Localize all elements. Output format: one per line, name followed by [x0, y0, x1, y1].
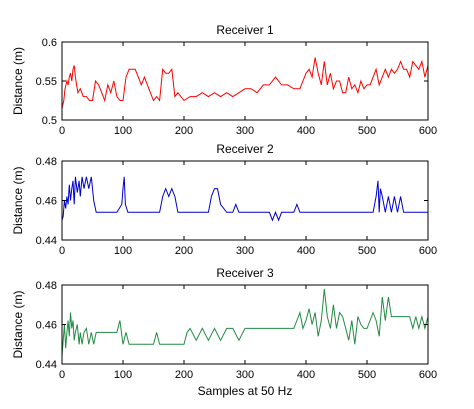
y-axis-label: Distance (m)	[11, 47, 25, 115]
x-tick-label: 200	[175, 245, 193, 257]
y-tick-label: 0.44	[36, 359, 57, 371]
chart-panel-1: 0 100 200 300 400 500 600 0.5 0.55 0.6 Receiver 1 D…	[11, 23, 437, 137]
x-tick-label: 300	[236, 125, 254, 137]
chart-panel-3: 0 100 200 300 400 500 600 0.44 0.46 0.48 Receiver …	[11, 266, 437, 398]
y-tick-label: 0.44	[36, 235, 57, 247]
x-tick-label: 100	[114, 125, 132, 137]
x-tick-label: 500	[358, 125, 376, 137]
x-tick-label: 100	[114, 369, 132, 381]
x-tick-label: 0	[59, 245, 65, 257]
y-tick-label: 0.48	[36, 280, 57, 292]
x-tick-label: 0	[59, 369, 65, 381]
y-axis-label: Distance (m)	[11, 166, 25, 234]
chart-title: Receiver 1	[216, 23, 274, 37]
x-tick-label: 400	[297, 125, 315, 137]
x-tick-label: 300	[236, 245, 254, 257]
x-tick-label: 200	[175, 125, 193, 137]
y-tick-label: 0.6	[42, 37, 57, 49]
x-tick-label: 400	[297, 245, 315, 257]
x-tick-label: 500	[358, 245, 376, 257]
chart-title: Receiver 2	[216, 142, 274, 156]
x-tick-label: 600	[419, 245, 437, 257]
x-tick-label: 100	[114, 245, 132, 257]
chart-panel-2: 0 100 200 300 400 500 600 0.44 0.46 0.48 Receiver …	[11, 142, 437, 257]
plot-area	[62, 42, 428, 120]
x-tick-label: 600	[419, 369, 437, 381]
y-tick-label: 0.48	[36, 156, 57, 168]
plot-area	[62, 285, 428, 364]
x-tick-label: 200	[175, 369, 193, 381]
y-tick-label: 0.55	[36, 76, 57, 88]
x-tick-label: 0	[59, 125, 65, 137]
y-tick-label: 0.46	[36, 320, 57, 332]
x-tick-label: 300	[236, 369, 254, 381]
plot-area	[62, 161, 428, 240]
y-tick-label: 0.46	[36, 196, 57, 208]
series-line-1	[61, 176, 428, 222]
chart-title: Receiver 3	[216, 266, 274, 280]
x-axis-label: Samples at 50 Hz	[198, 384, 293, 398]
x-tick-label: 600	[419, 125, 437, 137]
x-tick-label: 400	[297, 369, 315, 381]
series-line-1	[61, 57, 429, 109]
y-tick-label: 0.5	[42, 115, 57, 127]
y-axis-label: Distance (m)	[11, 290, 25, 358]
x-tick-label: 500	[358, 369, 376, 381]
series-line-1	[61, 288, 429, 357]
